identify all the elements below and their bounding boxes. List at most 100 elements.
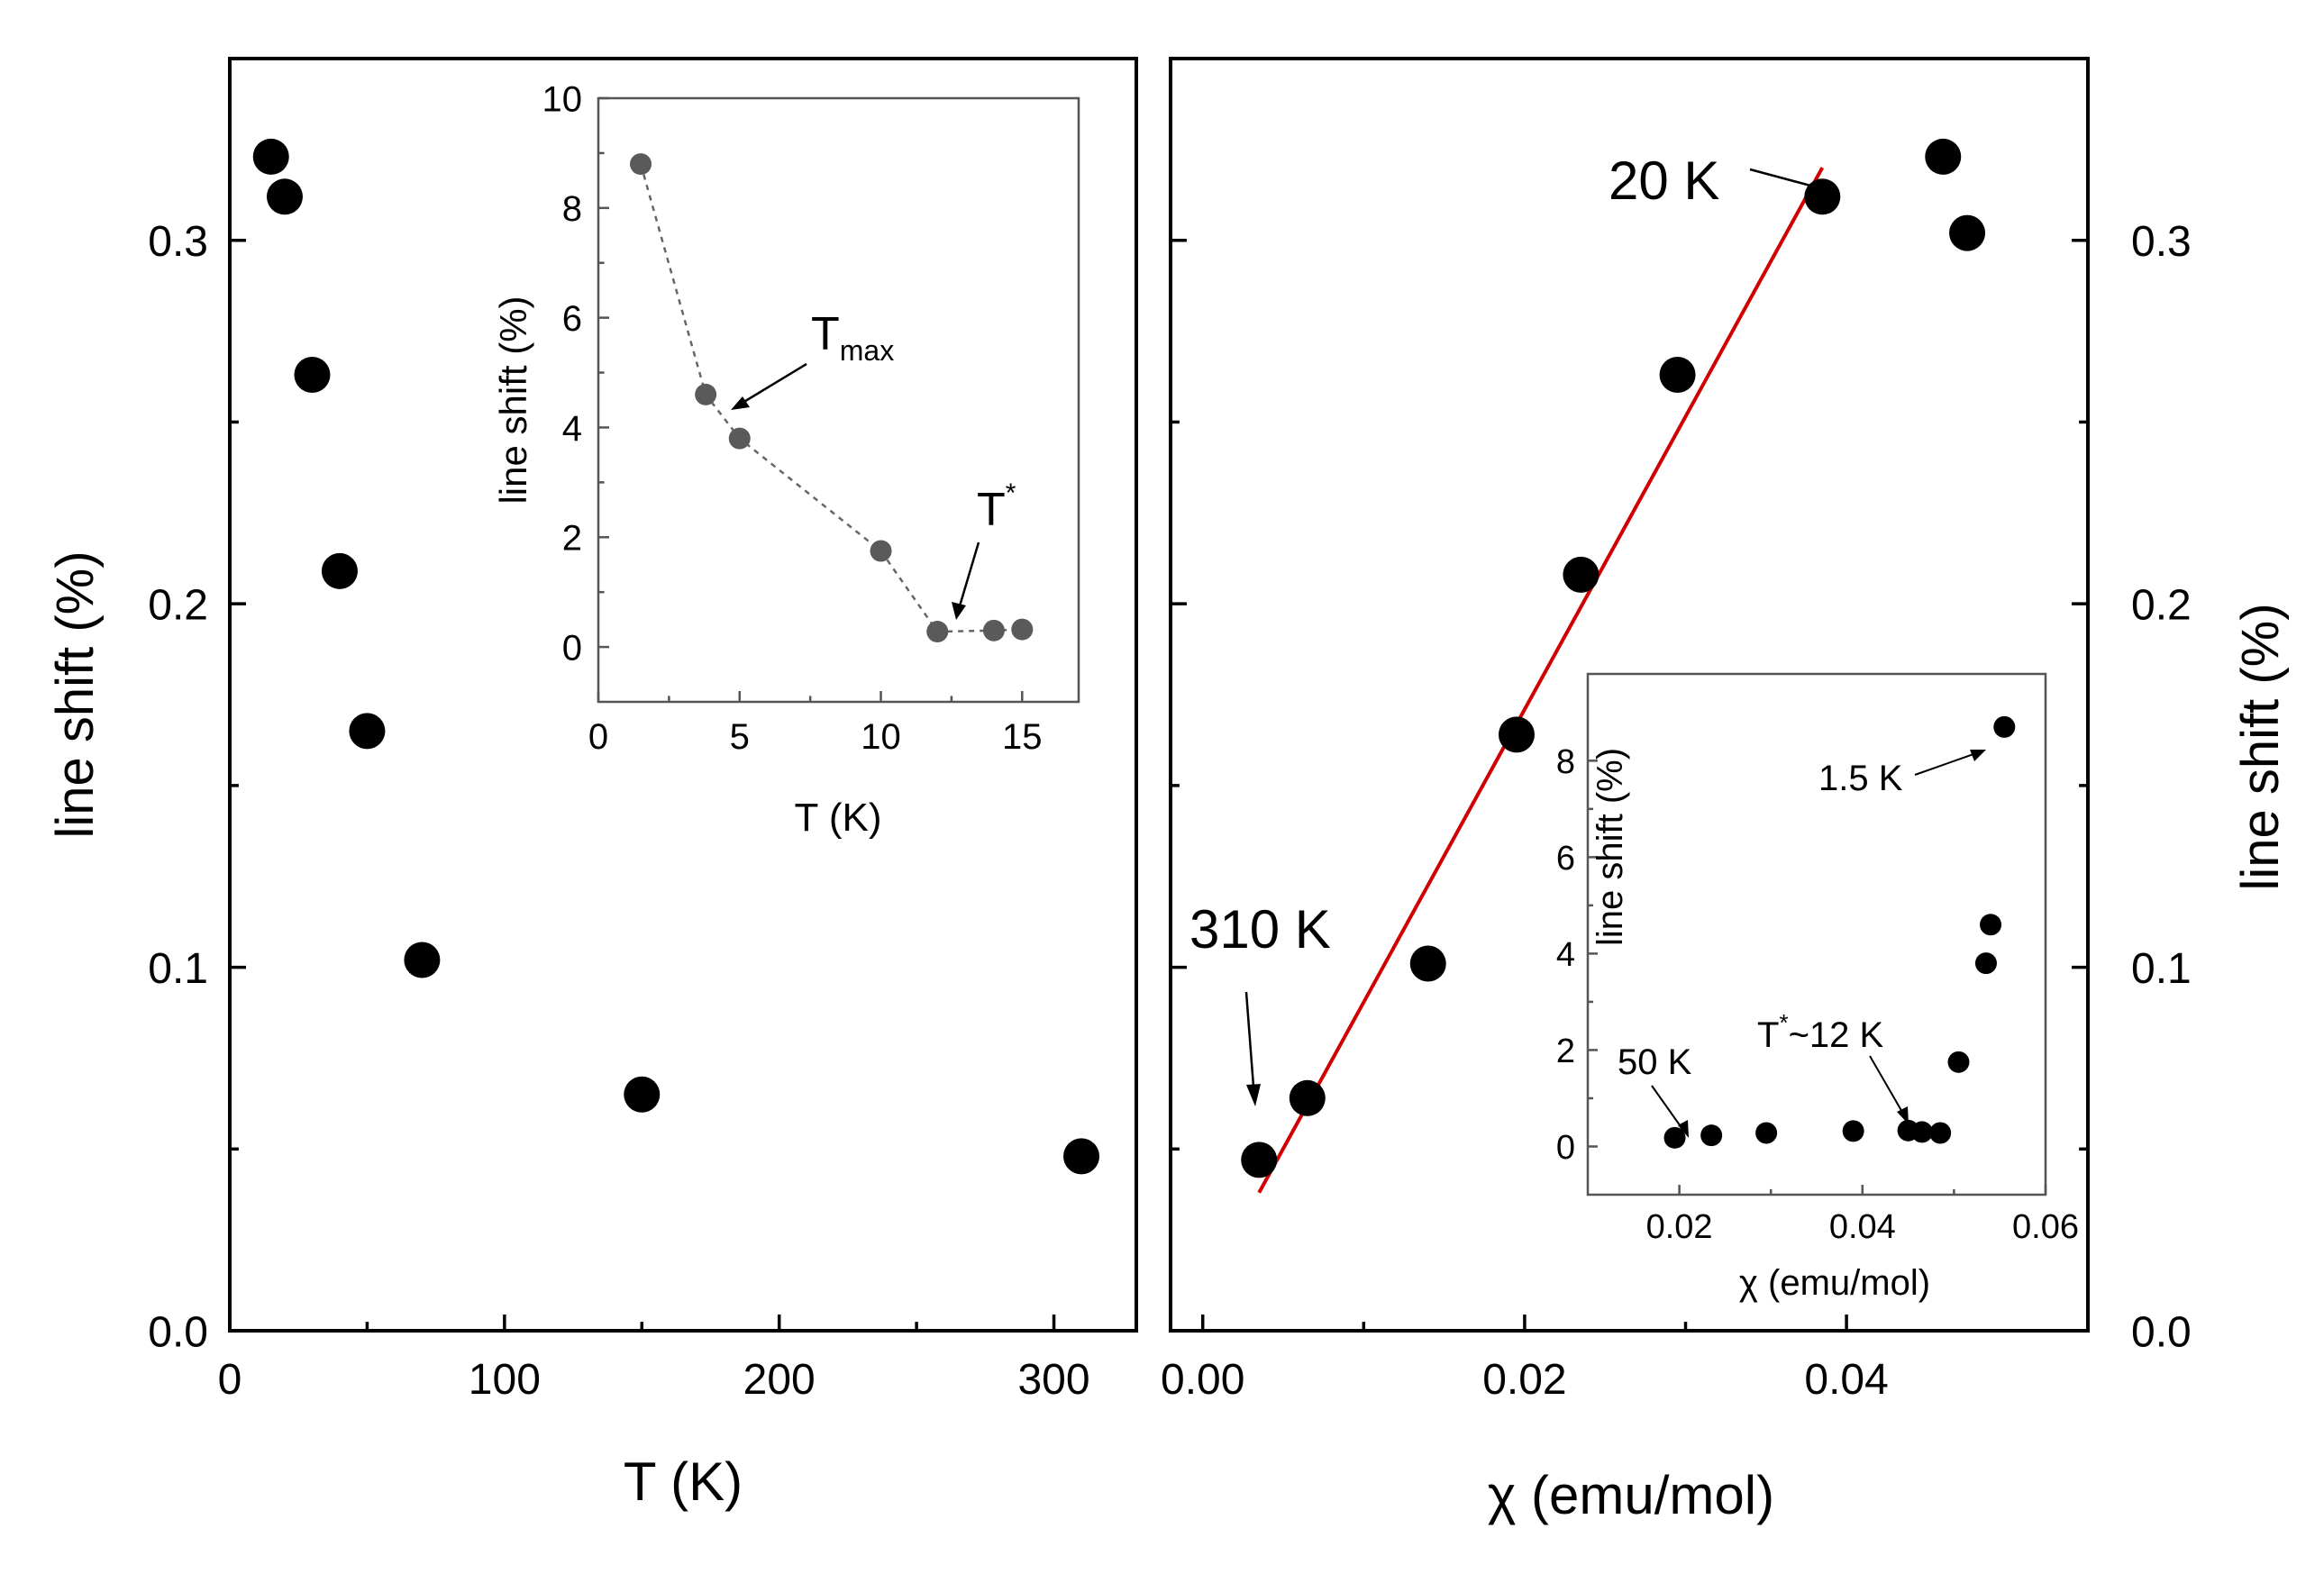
y-tick-label-right: 0.0 [2131, 1308, 2192, 1356]
left-main-ticks [228, 238, 1056, 1333]
annotation-310k: 310 K [1189, 899, 1331, 1106]
y-tick-label: 4 [1556, 936, 1575, 974]
data-point [1974, 952, 1997, 975]
annotation-310k-arrowhead [1246, 1084, 1261, 1106]
y-tick-label: 8 [562, 189, 582, 229]
y-tick-label: 2 [562, 519, 582, 559]
data-point [630, 153, 652, 176]
left-inset-points [630, 153, 1034, 643]
annotation-1-5k: 1.5 K [1818, 750, 1986, 798]
data-point [1993, 715, 2016, 738]
right-inset-points [1663, 715, 2016, 1149]
right-main-ticks [1171, 238, 2088, 1333]
y-tick-label: 10 [542, 79, 583, 119]
right-main-plot: 0.00 0.02 0.04 0.0 0.1 0.2 0.3 χ (emu/mol) lin… [1161, 57, 2290, 1525]
right-main-tick-labels: 0.00 0.02 0.04 0.0 0.1 0.2 0.3 [1161, 218, 2192, 1404]
tstar-arrow [957, 541, 980, 610]
x-tick-label: 0.00 [1161, 1356, 1244, 1404]
data-point [728, 427, 751, 450]
annotation-20k-arrowhead [1816, 184, 1838, 197]
y-tick-label: 8 [1556, 743, 1575, 781]
y-tick-label: 6 [562, 299, 582, 339]
x-tick-label: 15 [1002, 717, 1043, 757]
data-point [1980, 914, 2002, 936]
data-point [1929, 1122, 1952, 1144]
data-point [870, 540, 892, 562]
left-main-frame [228, 57, 1138, 1333]
x-tick-label: 300 [1017, 1356, 1089, 1404]
y-tick-label: 6 [1556, 840, 1575, 878]
y-tick-label: 4 [562, 409, 582, 449]
left-main-points [252, 138, 1100, 1175]
tmax-arrow [737, 362, 807, 407]
annotation-310k-label: 310 K [1189, 899, 1331, 960]
data-point [252, 138, 289, 175]
y-tick-label: 0.0 [148, 1308, 208, 1356]
data-point [1700, 1124, 1723, 1147]
annotation-tstar-12k-label: T*~12 K [1757, 1009, 1884, 1055]
left-inset-tick-labels: 0 5 10 15 0 2 4 6 8 10 [542, 79, 1043, 757]
right-main-ylabel: line shift (%) [2231, 603, 2290, 890]
left-main-xlabel: T (K) [624, 1451, 743, 1512]
right-inset-ylabel: line shift (%) [1590, 748, 1630, 946]
data-point [982, 619, 1005, 641]
y-tick-label: 0 [562, 628, 582, 668]
y-tick-label-right: 0.2 [2131, 581, 2192, 629]
y-tick-label: 2 [1556, 1033, 1575, 1070]
right-inset-tick-labels: 0.02 0.04 0.06 0 2 4 6 8 [1556, 743, 2079, 1246]
data-point [1409, 945, 1446, 982]
data-point [1842, 1120, 1864, 1142]
annotation-20k-label: 20 K [1609, 150, 1719, 211]
tmax-annotation: Tmax [731, 308, 894, 410]
data-point [1755, 1122, 1778, 1144]
annotation-1-5k-arrow [1914, 752, 1977, 776]
right-main-points [1241, 138, 1986, 1178]
y-tick-label: 0 [1556, 1129, 1575, 1167]
data-point [321, 552, 358, 589]
data-point [1949, 214, 1986, 251]
data-point [624, 1076, 661, 1113]
tmax-label: Tmax [811, 308, 894, 367]
left-inset-frame [597, 96, 1080, 704]
x-tick-label: 0 [218, 1356, 242, 1404]
data-point [1563, 556, 1599, 593]
right-inset-ticks [1588, 760, 2047, 1195]
annotation-50k-label: 50 K [1618, 1042, 1692, 1082]
tstar-label: T* [977, 478, 1016, 536]
x-tick-label: 10 [861, 717, 901, 757]
annotation-310k-arrow [1244, 991, 1255, 1087]
tmax-arrowhead [731, 396, 750, 410]
data-point [1498, 716, 1535, 753]
data-point [1947, 1051, 1970, 1073]
annotation-50k: 50 K [1618, 1042, 1692, 1138]
data-point [404, 942, 441, 978]
y-tick-label-right: 0.3 [2131, 218, 2192, 266]
right-inset-xlabel: χ (emu/mol) [1739, 1263, 1930, 1303]
data-point [294, 356, 331, 393]
x-tick-label: 0.06 [2012, 1208, 2079, 1246]
tstar-arrowhead [952, 602, 966, 620]
data-point [1289, 1079, 1326, 1116]
data-point [1663, 1126, 1686, 1149]
left-main-ylabel: line shift (%) [46, 550, 105, 838]
right-inset-frame [1586, 672, 2047, 1196]
tstar-annotation: T* [952, 478, 1016, 620]
annotation-20k: 20 K [1609, 150, 1838, 211]
y-tick-label-right: 0.1 [2131, 945, 2192, 993]
data-point [1804, 178, 1841, 215]
x-tick-label: 100 [469, 1356, 541, 1404]
x-tick-label: 0.02 [1482, 1356, 1566, 1404]
x-tick-label: 200 [743, 1356, 816, 1404]
x-tick-label: 0.04 [1829, 1208, 1896, 1246]
left-inset-xlabel: T (K) [795, 796, 882, 840]
data-point [926, 621, 949, 643]
right-main-frame [1169, 57, 2090, 1333]
annotation-50k-arrow [1651, 1085, 1683, 1130]
data-point [349, 713, 386, 750]
y-tick-label: 0.2 [148, 581, 208, 629]
